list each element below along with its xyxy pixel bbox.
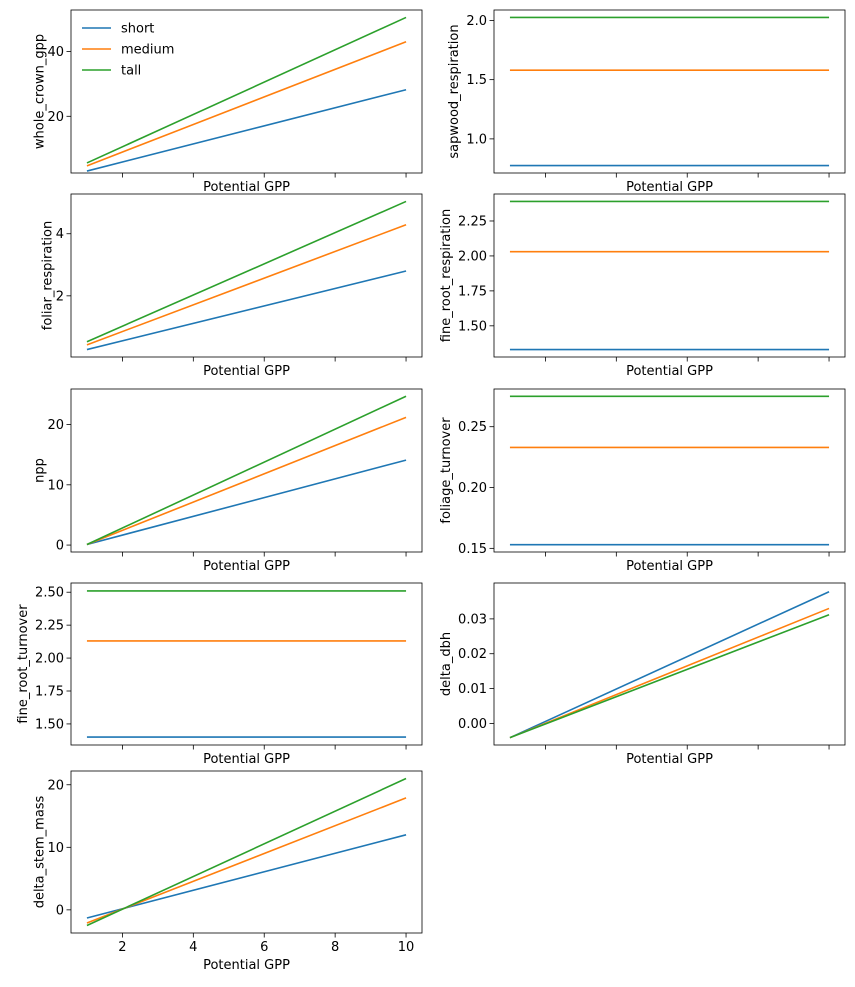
axes-frame: [493, 193, 846, 358]
x-axis-title: Potential GPP: [626, 559, 713, 574]
subplot-fine_root_respiration: 1.50 1.75 2.00 2.25 Potential GPP fine_root_r…: [439, 193, 846, 379]
x-tick-label: 8: [331, 940, 339, 955]
y-axis-title: sapwood_respiration: [447, 24, 462, 158]
y-tick-label: 20: [47, 418, 64, 433]
y-tick-label: 2.25: [458, 214, 487, 229]
axes-frame: [70, 193, 423, 358]
x-tick-label: 4: [189, 940, 197, 955]
y-tick-label: 2.0: [466, 14, 487, 29]
y-tick-label: 10: [47, 478, 64, 493]
x-axis-title: Potential GPP: [626, 364, 713, 379]
series-line-short: [86, 834, 407, 919]
legend: short medium tall: [82, 22, 174, 79]
y-axis-title: foliage_turnover: [439, 417, 454, 524]
y-tick-label: 0.25: [458, 420, 487, 435]
x-axis-title: Potential GPP: [203, 559, 290, 574]
y-axis-title: delta_dbh: [439, 632, 454, 696]
axes-frame: [493, 582, 846, 746]
series-line-medium: [86, 41, 407, 167]
y-tick-label: 1.75: [35, 685, 64, 700]
series-line-tall: [86, 16, 407, 164]
y-tick-label: 1.0: [466, 132, 487, 147]
x-axis-title: Potential GPP: [203, 180, 290, 195]
axes-frame: [493, 388, 846, 553]
legend-label-short: short: [121, 22, 154, 37]
y-tick-label: 1.50: [458, 319, 487, 334]
x-axis-title: Potential GPP: [203, 752, 290, 767]
series-line-medium: [86, 797, 407, 924]
y-tick-label: 0.15: [458, 542, 487, 557]
y-tick-label: 1.5: [466, 73, 487, 88]
subplot-fine_root_turnover: 1.50 1.75 2.00 2.25 2.50 Potential GPP fine_ro…: [16, 582, 423, 767]
x-axis-title: Potential GPP: [626, 180, 713, 195]
x-axis-title: Potential GPP: [203, 958, 290, 973]
series-line-tall: [86, 777, 407, 927]
series-line-short: [86, 459, 407, 546]
y-axis-title: fine_root_turnover: [16, 604, 31, 724]
y-tick-label: 20: [47, 778, 64, 793]
legend-label-medium: medium: [121, 43, 174, 58]
y-tick-label: 2: [56, 289, 64, 304]
axes-frame: [70, 770, 423, 934]
y-tick-label: 0: [56, 539, 64, 554]
series-line-tall: [86, 395, 407, 546]
y-tick-label: 0.03: [458, 612, 487, 627]
subplot-npp: 0 10 20 Potential GPP npp: [32, 388, 423, 574]
subplot-foliar_respiration: 2 4 Potential GPP foliar_respiration: [41, 193, 423, 379]
series-line-tall: [86, 200, 407, 343]
series-line-short: [86, 270, 407, 351]
y-axis-title: foliar_respiration: [41, 221, 56, 330]
series-line-short: [86, 88, 407, 172]
y-axis-title: whole_crown_gpp: [32, 34, 47, 149]
y-axis-title: fine_root_respiration: [439, 209, 454, 342]
y-tick-label: 1.75: [458, 284, 487, 299]
subplot-sapwood_respiration: 1.0 1.5 2.0 Potential GPP sapwood_respiratio…: [447, 9, 846, 195]
axes-frame: [70, 9, 423, 174]
y-tick-label: 0.00: [458, 717, 487, 732]
subplot-whole_crown_gpp: 20 40 Potential GPP whole_crown_gpp short med…: [32, 9, 423, 195]
x-axis-title: Potential GPP: [203, 364, 290, 379]
y-tick-label: 2.50: [35, 586, 64, 601]
series-line-medium: [86, 223, 407, 346]
y-tick-label: 2.25: [35, 619, 64, 634]
y-tick-label: 0.20: [458, 481, 487, 496]
subplot-delta_stem_mass: 2 4 6 8 10 0 10 20 Potential GPP delta_stem_mass: [32, 770, 423, 973]
y-axis-title: delta_stem_mass: [32, 795, 47, 908]
x-tick-label: 6: [260, 940, 268, 955]
x-tick-label: 2: [118, 940, 126, 955]
subplot-delta_dbh: 0.00 0.01 0.02 0.03 Potential GPP delta_dbh: [439, 582, 846, 767]
y-tick-label: 0.01: [458, 682, 487, 697]
y-axis-title: npp: [32, 458, 47, 483]
legend-label-tall: tall: [121, 64, 141, 79]
x-tick-label: 10: [398, 940, 415, 955]
series-line-medium: [86, 416, 407, 546]
y-tick-label: 40: [47, 45, 64, 60]
y-tick-label: 1.50: [35, 717, 64, 732]
series-line-tall: [509, 613, 830, 739]
axes-frame: [70, 582, 423, 746]
series-line-short: [509, 590, 830, 739]
subplot-foliage_turnover: 0.15 0.20 0.25 Potential GPP foliage_turnove…: [439, 388, 846, 574]
y-tick-label: 20: [47, 110, 64, 125]
y-tick-label: 0: [56, 903, 64, 918]
axes-frame: [493, 9, 846, 174]
series-line-medium: [509, 607, 830, 739]
x-axis-title: Potential GPP: [626, 752, 713, 767]
y-tick-label: 4: [56, 227, 64, 242]
y-tick-label: 2.00: [458, 249, 487, 264]
axes-frame: [70, 388, 423, 553]
y-tick-label: 10: [47, 841, 64, 856]
y-tick-label: 0.02: [458, 647, 487, 662]
y-tick-label: 2.00: [35, 652, 64, 667]
